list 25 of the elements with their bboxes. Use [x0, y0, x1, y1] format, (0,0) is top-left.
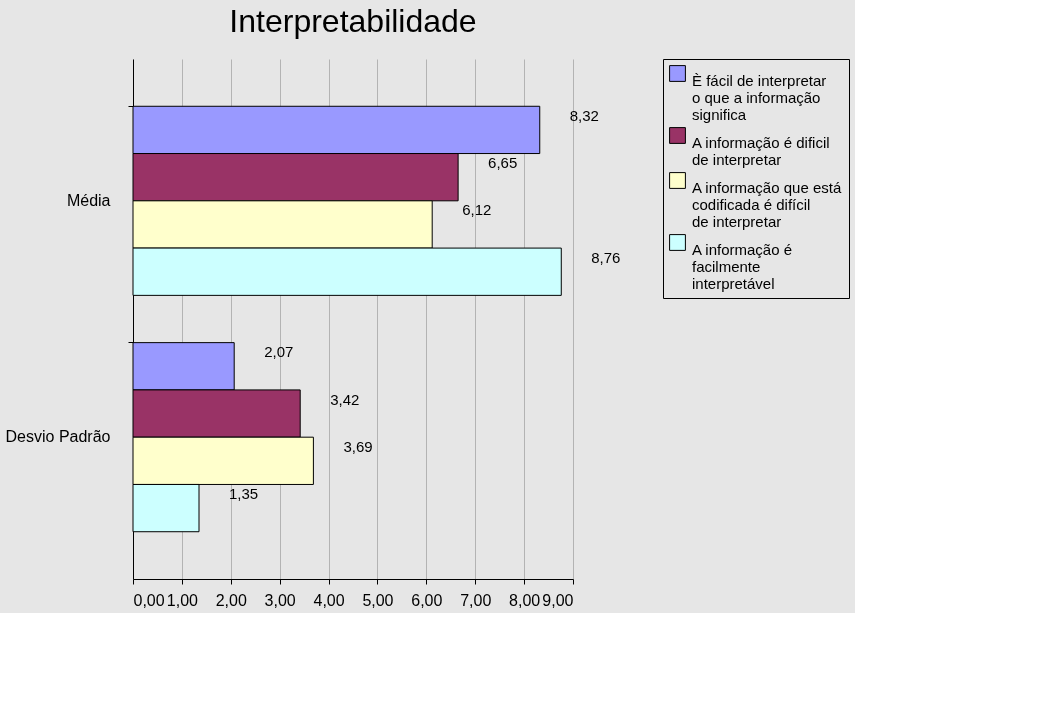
data-label: 8,76 — [591, 248, 621, 266]
data-label: 3,69 — [343, 437, 373, 455]
x-tick-label: 3,00 — [264, 591, 296, 609]
y-tick-label: Média — [66, 191, 111, 209]
data-label: 8,32 — [569, 106, 599, 124]
data-label: 3,42 — [330, 390, 360, 408]
data-label: 6,12 — [462, 201, 492, 219]
data-label: 1,35 — [229, 485, 259, 503]
x-tick-label: 5,00 — [362, 591, 394, 609]
x-tick-label: 4,00 — [313, 591, 345, 609]
x-tick-label: 2,00 — [215, 591, 247, 609]
data-label: 6,65 — [488, 154, 518, 172]
legend-label: A informação que está codificada é difícil de interpretar — [692, 178, 842, 230]
data-label: 2,07 — [264, 343, 294, 361]
legend-label: A informação é dificil de interpretar — [692, 133, 830, 168]
x-tick-label: 8,00 — [509, 591, 541, 609]
legend-label: È fácil de interpretar o que a informação significa — [692, 71, 827, 123]
x-tick-label: 0,00 — [133, 591, 165, 609]
x-tick-label: 7,00 — [460, 591, 492, 609]
chart-title: Interpretabilidade — [229, 2, 477, 39]
legend-label: A informação é facilmente interpretável — [692, 240, 793, 292]
y-tick-label: Desvio Padrão — [5, 428, 111, 446]
x-tick-label: 6,00 — [411, 591, 443, 609]
x-tick-label: 9,00 — [542, 591, 574, 609]
x-tick-label: 1,00 — [166, 591, 199, 609]
